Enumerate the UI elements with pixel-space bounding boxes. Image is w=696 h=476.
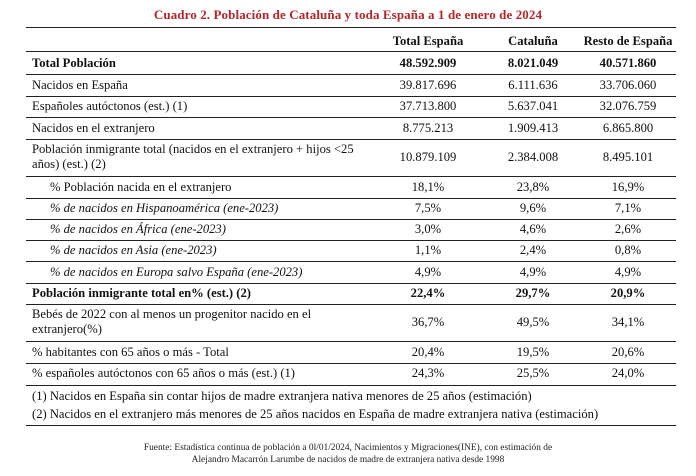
row-label: Población inmigrante total en% (est.) (2… — [32, 286, 251, 300]
row-rule — [26, 341, 676, 342]
top-rule — [26, 27, 676, 28]
column-header-resto-espana: Resto de España — [583, 34, 673, 48]
cell-resto-espana: 6.865.800 — [602, 121, 654, 135]
cell-total-espana: 1,1% — [414, 243, 442, 257]
row-rule — [26, 363, 676, 364]
cell-resto-espana: 32.076.759 — [599, 99, 657, 113]
cell-resto-espana: 4,9% — [614, 265, 642, 279]
row-label: % españoles autóctonos con 65 años o más… — [32, 366, 296, 380]
row-rule — [26, 304, 676, 305]
cell-total-espana: 36,7% — [411, 315, 445, 329]
footnote-1: (1) Nacidos en España sin contar hijos d… — [32, 389, 532, 403]
cell-resto-espana: 16,9% — [611, 180, 645, 194]
row-rule — [26, 74, 676, 75]
cell-resto-espana: 33.706.060 — [599, 78, 657, 92]
cell-cataluna: 4,6% — [519, 222, 547, 236]
row-label: Nacidos en el extranjero — [32, 121, 155, 135]
cell-resto-espana: 0,8% — [614, 243, 642, 257]
column-header-cataluna: Cataluña — [508, 34, 558, 48]
row-label: % de nacidos en Hispanoamérica (ene-2023… — [50, 201, 279, 215]
row-rule — [26, 198, 676, 199]
row-label: % Población nacida en el extranjero — [50, 180, 232, 194]
cell-total-espana: 39.817.696 — [399, 78, 457, 92]
row-rule — [26, 261, 676, 262]
header-rule — [26, 51, 676, 52]
cell-resto-espana: 20,6% — [611, 345, 645, 359]
cell-cataluna: 5.637.041 — [507, 99, 559, 113]
row-rule — [26, 283, 676, 284]
table-title: Cuadro 2. Población de Cataluña y toda E… — [153, 7, 543, 22]
cell-cataluna: 8.021.049 — [507, 56, 559, 70]
source-line-1: Fuente: Estadística continua de població… — [143, 443, 553, 453]
row-label: Nacidos en España — [32, 78, 128, 92]
column-header-total-espana: Total España — [392, 34, 464, 48]
source-line-2: Alejandro Macarrón Larumbe de nacidos de… — [191, 455, 505, 465]
cell-cataluna: 4,9% — [519, 265, 547, 279]
row-label: Bebés de 2022 con al menos un progenitor… — [32, 307, 312, 336]
cell-total-espana: 37.713.800 — [399, 99, 457, 113]
cell-cataluna: 19,5% — [516, 345, 550, 359]
cell-cataluna: 6.111.636 — [508, 78, 558, 92]
row-label: % de nacidos en Europa salvo España (ene… — [50, 265, 303, 279]
cell-cataluna: 9,6% — [519, 201, 547, 215]
cell-total-espana: 7,5% — [414, 201, 442, 215]
cell-cataluna: 2.384.008 — [507, 150, 559, 164]
cell-total-espana: 18,1% — [411, 180, 445, 194]
row-rule — [26, 240, 676, 241]
cell-cataluna: 23,8% — [516, 180, 550, 194]
cell-resto-espana: 8.495.101 — [602, 150, 654, 164]
cell-cataluna: 25,5% — [516, 366, 550, 380]
row-rule — [26, 385, 676, 386]
row-label: % de nacidos en África (ene-2023) — [50, 222, 226, 236]
bottom-rule — [26, 425, 676, 426]
cell-cataluna: 2,4% — [519, 243, 547, 257]
cell-resto-espana: 40.571.860 — [599, 56, 657, 70]
cell-cataluna: 29,7% — [515, 286, 551, 300]
cell-total-espana: 24,3% — [411, 366, 445, 380]
row-label: % de nacidos en Asia (ene-2023) — [50, 243, 217, 257]
row-rule — [26, 219, 676, 220]
cell-cataluna: 49,5% — [516, 315, 550, 329]
cell-total-espana: 22,4% — [410, 286, 446, 300]
cell-total-espana: 4,9% — [414, 265, 442, 279]
row-rule — [26, 139, 676, 140]
row-label: Españoles autóctonos (est.) (1) — [32, 99, 188, 113]
row-label: Total Población — [32, 56, 116, 70]
row-rule — [26, 117, 676, 118]
footnote-2: (2) Nacidos en el extranjero más menores… — [32, 407, 599, 421]
cell-resto-espana: 2,6% — [614, 222, 642, 236]
cell-resto-espana: 34,1% — [611, 315, 645, 329]
cell-total-espana: 10.879.109 — [399, 150, 457, 164]
cell-total-espana: 8.775.213 — [402, 121, 454, 135]
row-label: Población inmigrante total (nacidos en e… — [32, 142, 354, 171]
cell-resto-espana: 24,0% — [611, 366, 645, 380]
cell-cataluna: 1.909.413 — [507, 121, 559, 135]
cell-total-espana: 48.592.909 — [399, 56, 457, 70]
cell-total-espana: 20,4% — [411, 345, 445, 359]
row-label: % habitantes con 65 años o más - Total — [32, 345, 229, 359]
row-rule — [26, 96, 676, 97]
cell-resto-espana: 7,1% — [614, 201, 642, 215]
cell-total-espana: 3,0% — [414, 222, 442, 236]
cell-resto-espana: 20,9% — [610, 286, 646, 300]
row-rule — [26, 176, 676, 177]
